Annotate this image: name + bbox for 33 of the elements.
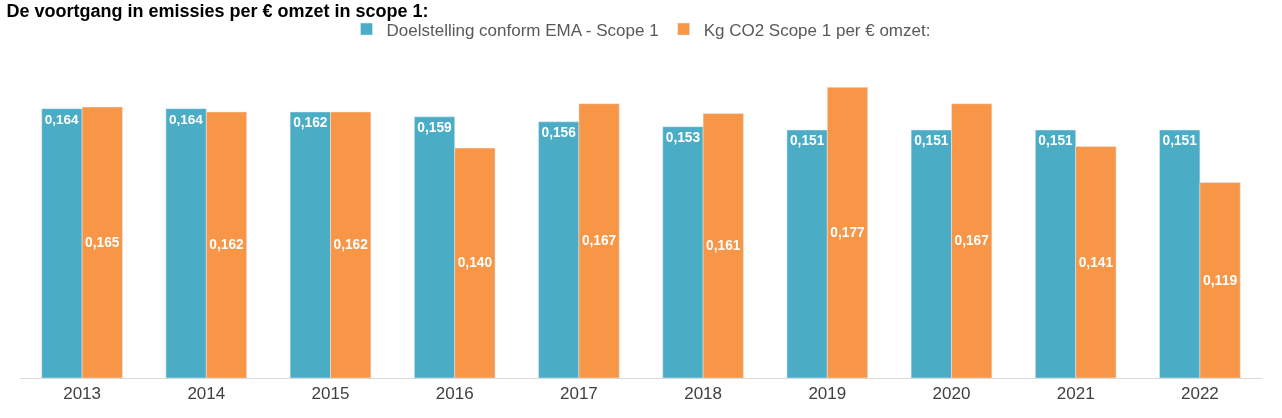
x-tick-label: 2022 bbox=[1180, 384, 1219, 404]
data-label: 0,167 bbox=[954, 233, 990, 249]
data-label: 0,162 bbox=[293, 115, 328, 131]
data-label: 0,156 bbox=[541, 124, 577, 140]
x-tick-label: 2016 bbox=[435, 384, 474, 404]
data-label: 0,151 bbox=[1162, 133, 1198, 149]
legend-label: Doelstelling conform EMA - Scope 1 bbox=[386, 20, 659, 40]
data-label: 0,164 bbox=[168, 111, 204, 127]
data-label: 0,151 bbox=[914, 133, 949, 149]
data-label: 0,141 bbox=[1078, 254, 1114, 270]
data-label: 0,151 bbox=[789, 133, 825, 149]
x-tick-label: 2020 bbox=[932, 384, 971, 404]
data-label: 0,153 bbox=[665, 129, 701, 145]
data-label: 0,165 bbox=[85, 234, 120, 250]
data-label: 0,161 bbox=[706, 238, 741, 254]
x-tick-label: 2014 bbox=[187, 384, 226, 404]
x-tick-label: 2018 bbox=[684, 384, 723, 404]
x-tick-label: 2017 bbox=[559, 384, 598, 404]
data-label: 0,159 bbox=[417, 119, 453, 135]
x-tick-label: 2021 bbox=[1056, 384, 1095, 404]
data-label: 0,177 bbox=[830, 225, 866, 241]
data-label: 0,140 bbox=[457, 255, 493, 271]
x-tick-label: 2019 bbox=[808, 384, 847, 404]
data-label: 0,119 bbox=[1202, 271, 1238, 288]
data-label: 0,164 bbox=[44, 111, 80, 127]
data-label: 0,151 bbox=[1038, 133, 1074, 149]
data-label: 0,162 bbox=[333, 237, 369, 253]
chart-title: De voortgang in emissies per € omzet in scope 1: bbox=[6, 0, 429, 21]
data-label: 0,167 bbox=[581, 233, 617, 249]
data-label: 0,162 bbox=[209, 237, 245, 253]
legend-label: Kg CO2 Scope 1 per € omzet: bbox=[703, 20, 931, 40]
x-tick-label: 2015 bbox=[311, 384, 350, 404]
x-tick-label: 2013 bbox=[63, 384, 102, 404]
